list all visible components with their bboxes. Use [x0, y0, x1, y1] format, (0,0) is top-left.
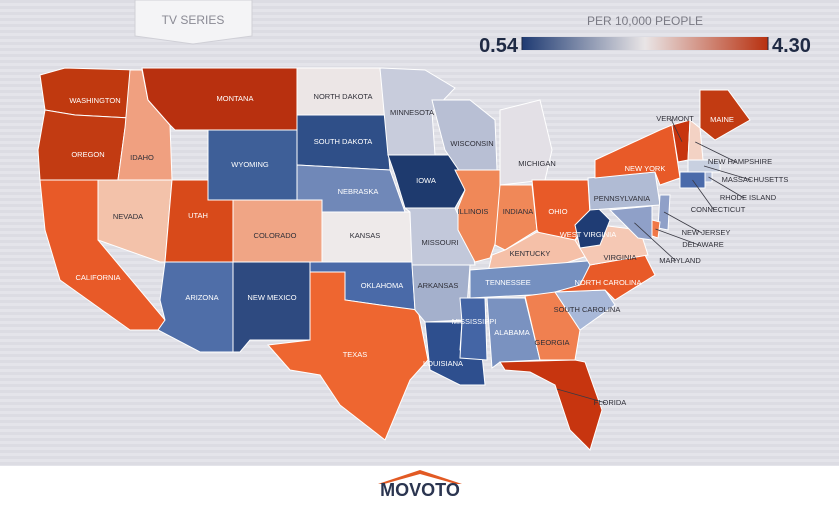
state-label: PENNSYLVANIA	[594, 194, 650, 203]
state-label: MISSOURI	[421, 238, 458, 247]
state-label: TEXAS	[343, 350, 368, 359]
leader-line	[655, 228, 700, 246]
state-label: OKLAHOMA	[361, 281, 404, 290]
state-label: FLORIDA	[594, 398, 627, 407]
state	[594, 124, 681, 186]
state-label: DELAWARE	[682, 240, 724, 249]
state	[459, 297, 488, 361]
state-label: MARYLAND	[659, 256, 701, 265]
state-label: MONTANA	[217, 94, 254, 103]
state-label: WISCONSIN	[450, 139, 493, 148]
state-label: NEW MEXICO	[247, 293, 296, 302]
legend-bar	[522, 37, 768, 50]
state-label: LOUISIANA	[423, 359, 463, 368]
state-label: OREGON	[71, 150, 104, 159]
tab-label: TV SERIES	[162, 13, 225, 27]
leader-line	[703, 165, 752, 181]
state	[97, 179, 173, 263]
state	[266, 271, 429, 441]
leader-line	[692, 179, 715, 211]
state-label: WEST VIRGINIA	[560, 230, 617, 239]
state-label: GEORGIA	[534, 338, 569, 347]
state	[499, 359, 603, 451]
state	[608, 205, 653, 241]
logo: MOVOTO	[380, 480, 460, 500]
state-label: CONNECTICUT	[691, 205, 746, 214]
states: WASHINGTON OREGON CALIFORNIA IDAHO NEVADA MON…	[37, 67, 789, 451]
state-label: NEW YORK	[625, 164, 666, 173]
state-label: KANSAS	[350, 231, 380, 240]
state-label: MINNESOTA	[390, 108, 434, 117]
state-label: COLORADO	[254, 231, 297, 240]
state-label: ARIZONA	[185, 293, 218, 302]
state	[524, 291, 581, 361]
state-label: UTAH	[188, 211, 208, 220]
state-label: WASHINGTON	[69, 96, 120, 105]
state-label: SOUTH CAROLINA	[554, 305, 621, 314]
legend-title: PER 10,000 PEOPLE	[587, 14, 703, 28]
leader-line	[634, 222, 677, 262]
state	[499, 99, 553, 186]
state-label: KENTUCKY	[510, 249, 551, 258]
state-label: MISSISSIPPI	[452, 317, 497, 326]
state-label: CALIFORNIA	[75, 273, 120, 282]
state-label: NEW JERSEY	[682, 228, 731, 237]
state	[232, 261, 311, 353]
state-label: NEVADA	[113, 212, 143, 221]
state	[699, 89, 751, 141]
logo-roof	[378, 470, 462, 484]
state-label: MAINE	[710, 115, 734, 124]
leader-line	[670, 118, 683, 142]
state	[411, 264, 471, 323]
leader-line	[663, 211, 703, 234]
state-label: IDAHO	[130, 153, 154, 162]
state-label: NEBRASKA	[338, 187, 379, 196]
state	[39, 67, 136, 119]
state	[494, 184, 538, 251]
state	[657, 194, 671, 231]
leader-line	[708, 176, 745, 199]
legend-min: 0.54	[479, 35, 519, 57]
state-label: NORTH DAKOTA	[314, 92, 373, 101]
legend-max: 4.30	[772, 35, 811, 57]
leader-line	[695, 141, 737, 163]
state-label: INDIANA	[503, 207, 533, 216]
state-label: NEW HAMPSHIRE	[708, 157, 772, 166]
state-label: ILLINOIS	[458, 207, 489, 216]
leader-line	[556, 388, 607, 404]
state-label: ARKANSAS	[418, 281, 459, 290]
state-label: MASSACHUSETTS	[722, 175, 789, 184]
state-label: NORTH CAROLINA	[575, 278, 642, 287]
state-label: VERMONT	[656, 114, 694, 123]
tab	[134, 0, 253, 45]
state-label: IOWA	[416, 176, 436, 185]
state-label: VIRGINIA	[604, 253, 637, 262]
state-label: WYOMING	[231, 160, 269, 169]
state-label: RHODE ISLAND	[720, 193, 777, 202]
state-label: ALABAMA	[494, 328, 529, 337]
state-label: MICHIGAN	[518, 159, 556, 168]
state-label: OHIO	[548, 207, 567, 216]
state-label: TENNESSEE	[485, 278, 530, 287]
state	[37, 109, 131, 181]
state-label: SOUTH DAKOTA	[314, 137, 373, 146]
state	[554, 254, 656, 301]
